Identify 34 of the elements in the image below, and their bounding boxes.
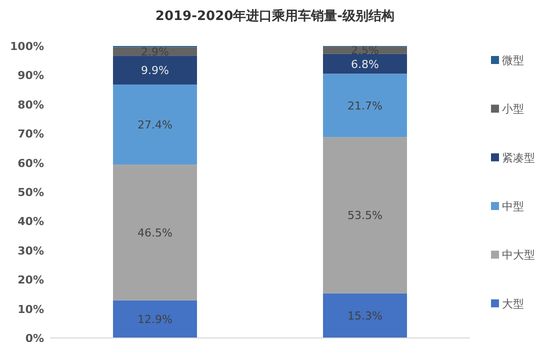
- y-tick-label: 100%: [10, 40, 44, 53]
- data-label: 12.9%: [138, 313, 172, 326]
- data-label: 27.4%: [138, 118, 172, 132]
- data-label: 46.5%: [138, 226, 172, 240]
- data-label: 21.7%: [348, 99, 382, 112]
- bar: [113, 300, 197, 338]
- data-label: 6.8%: [351, 58, 379, 71]
- y-tick-label: 90%: [18, 69, 44, 82]
- data-label: 15.3%: [348, 310, 382, 323]
- data-label: 53.5%: [348, 209, 382, 222]
- bar: [323, 137, 407, 294]
- legend-label: 小型: [502, 102, 524, 116]
- y-tick-label: 30%: [18, 244, 44, 258]
- y-tick-label: 60%: [18, 156, 44, 170]
- bar: [323, 293, 407, 338]
- bar: [113, 164, 197, 300]
- y-tick-label: 50%: [18, 186, 44, 199]
- bar: [323, 74, 407, 138]
- y-tick-label: 10%: [18, 302, 44, 316]
- data-label: 9.9%: [141, 64, 169, 78]
- legend-label: 中大型: [502, 248, 535, 262]
- y-tick-label: 70%: [18, 128, 44, 141]
- legend-label: 紧凑型: [502, 151, 535, 164]
- legend-label: 微型: [502, 54, 524, 67]
- legend-label: 中型: [502, 200, 524, 213]
- y-tick-label: 80%: [18, 98, 44, 112]
- y-tick-label: 20%: [18, 274, 44, 287]
- legend-label: 大型: [502, 297, 524, 310]
- y-tick-label: 0%: [25, 332, 44, 342]
- bar: [323, 54, 407, 74]
- bar: [113, 56, 197, 85]
- y-tick-label: 40%: [18, 215, 44, 228]
- bar: [113, 84, 197, 165]
- chart-title: 2019-2020年进口乘用车销量-级别结构: [155, 8, 395, 24]
